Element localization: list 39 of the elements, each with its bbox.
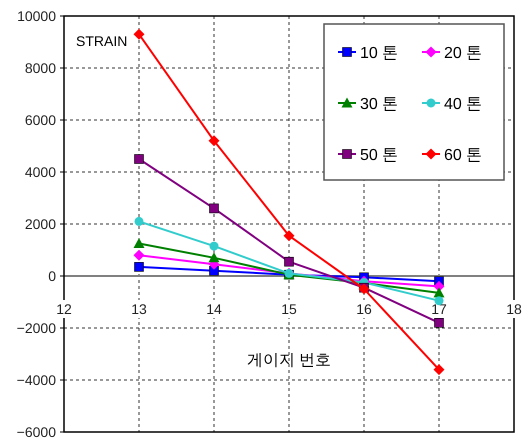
x-tick-label: 15	[281, 301, 297, 317]
y-tick-label: 10000	[17, 8, 56, 24]
point	[434, 287, 444, 298]
point	[209, 204, 219, 214]
point	[134, 28, 144, 40]
x-tick-label: 16	[356, 301, 372, 317]
x-tick-label: 17	[431, 301, 447, 317]
legend-label: 50 톤	[360, 147, 398, 164]
legend-label: 10 톤	[360, 45, 398, 62]
x-axis-title: 게이지 번호	[246, 352, 332, 369]
x-tick-label: 14	[206, 301, 222, 317]
x-tick-label: 12	[56, 301, 72, 317]
point	[434, 318, 444, 328]
y-tick-label: 8000	[24, 60, 56, 76]
y-axis-title: STRAIN	[76, 33, 128, 49]
point	[208, 252, 220, 262]
legend-label: 20 톤	[444, 45, 482, 62]
point	[134, 250, 144, 261]
point	[434, 364, 444, 376]
y-tick-label: −4000	[16, 372, 56, 388]
y-tick-label: 0	[48, 268, 56, 284]
point	[208, 135, 220, 146]
point	[134, 216, 144, 226]
y-tick-label: −2000	[16, 320, 56, 336]
point	[134, 154, 144, 164]
y-tick-label: 6000	[24, 112, 56, 128]
point	[210, 242, 218, 251]
x-tick-label: 13	[131, 301, 147, 317]
point	[134, 238, 144, 248]
y-tick-label: 2000	[24, 216, 56, 232]
y-tick-label: −6000	[16, 424, 56, 440]
point	[284, 230, 294, 242]
point	[284, 256, 294, 266]
x-tick-label: 18	[506, 301, 522, 317]
y-tick-label: 4000	[24, 164, 56, 180]
legend-label: 30 톤	[360, 96, 398, 113]
legend-label: 40 톤	[444, 96, 482, 113]
legend-label: 60 톤	[444, 147, 482, 164]
point	[134, 262, 144, 272]
